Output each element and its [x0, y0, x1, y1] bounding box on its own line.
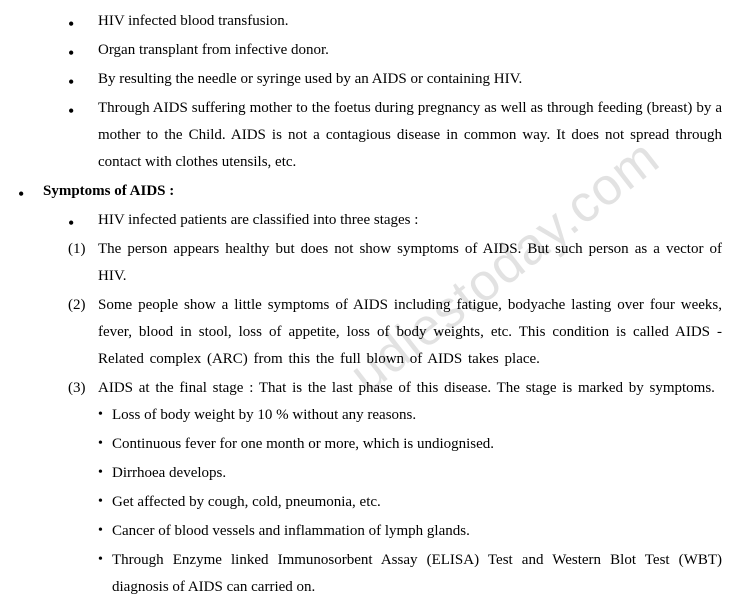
symptoms-heading: Symptoms of AIDS : — [43, 183, 174, 199]
stage-number: (2) — [68, 292, 86, 319]
stage-subitem: Loss of body weight by 10 % without any … — [98, 402, 722, 429]
stage-item: (2) Some people show a little symptoms o… — [68, 292, 722, 373]
stage-text: Some people show a little symptoms of AI… — [98, 297, 722, 367]
stage-subitem: Through Enzyme linked Immunosorbent Assa… — [98, 547, 722, 601]
transmission-item: By resulting the needle or syringe used … — [68, 66, 722, 93]
stage-number: (1) — [68, 236, 86, 263]
stage-subitem: Dirrhoea develops. — [98, 460, 722, 487]
stage-subitem: Get affected by cough, cold, pneumonia, … — [98, 489, 722, 516]
stage-text: AIDS at the final stage : That is the la… — [98, 380, 715, 396]
symptoms-intro: HIV infected patients are classified int… — [68, 207, 722, 234]
stage-item: (1) The person appears healthy but does … — [68, 236, 722, 290]
stage-number: (3) — [68, 375, 86, 402]
stage-item: (3) AIDS at the final stage : That is th… — [68, 375, 722, 601]
stage-text: The person appears healthy but does not … — [98, 241, 722, 284]
transmission-list: HIV infected blood transfusion. Organ tr… — [8, 8, 722, 176]
symptoms-intro-list: HIV infected patients are classified int… — [8, 207, 722, 234]
symptoms-heading-container: Symptoms of AIDS : — [8, 178, 722, 205]
stage-subitem: Cancer of blood vessels and inflammation… — [98, 518, 722, 545]
stage-subitems-list: Loss of body weight by 10 % without any … — [98, 402, 722, 601]
transmission-item: Through AIDS suffering mother to the foe… — [68, 95, 722, 176]
transmission-item: HIV infected blood transfusion. — [68, 8, 722, 35]
stages-list: (1) The person appears healthy but does … — [8, 236, 722, 601]
transmission-item: Organ transplant from infective donor. — [68, 37, 722, 64]
stage-subitem: Continuous fever for one month or more, … — [98, 431, 722, 458]
